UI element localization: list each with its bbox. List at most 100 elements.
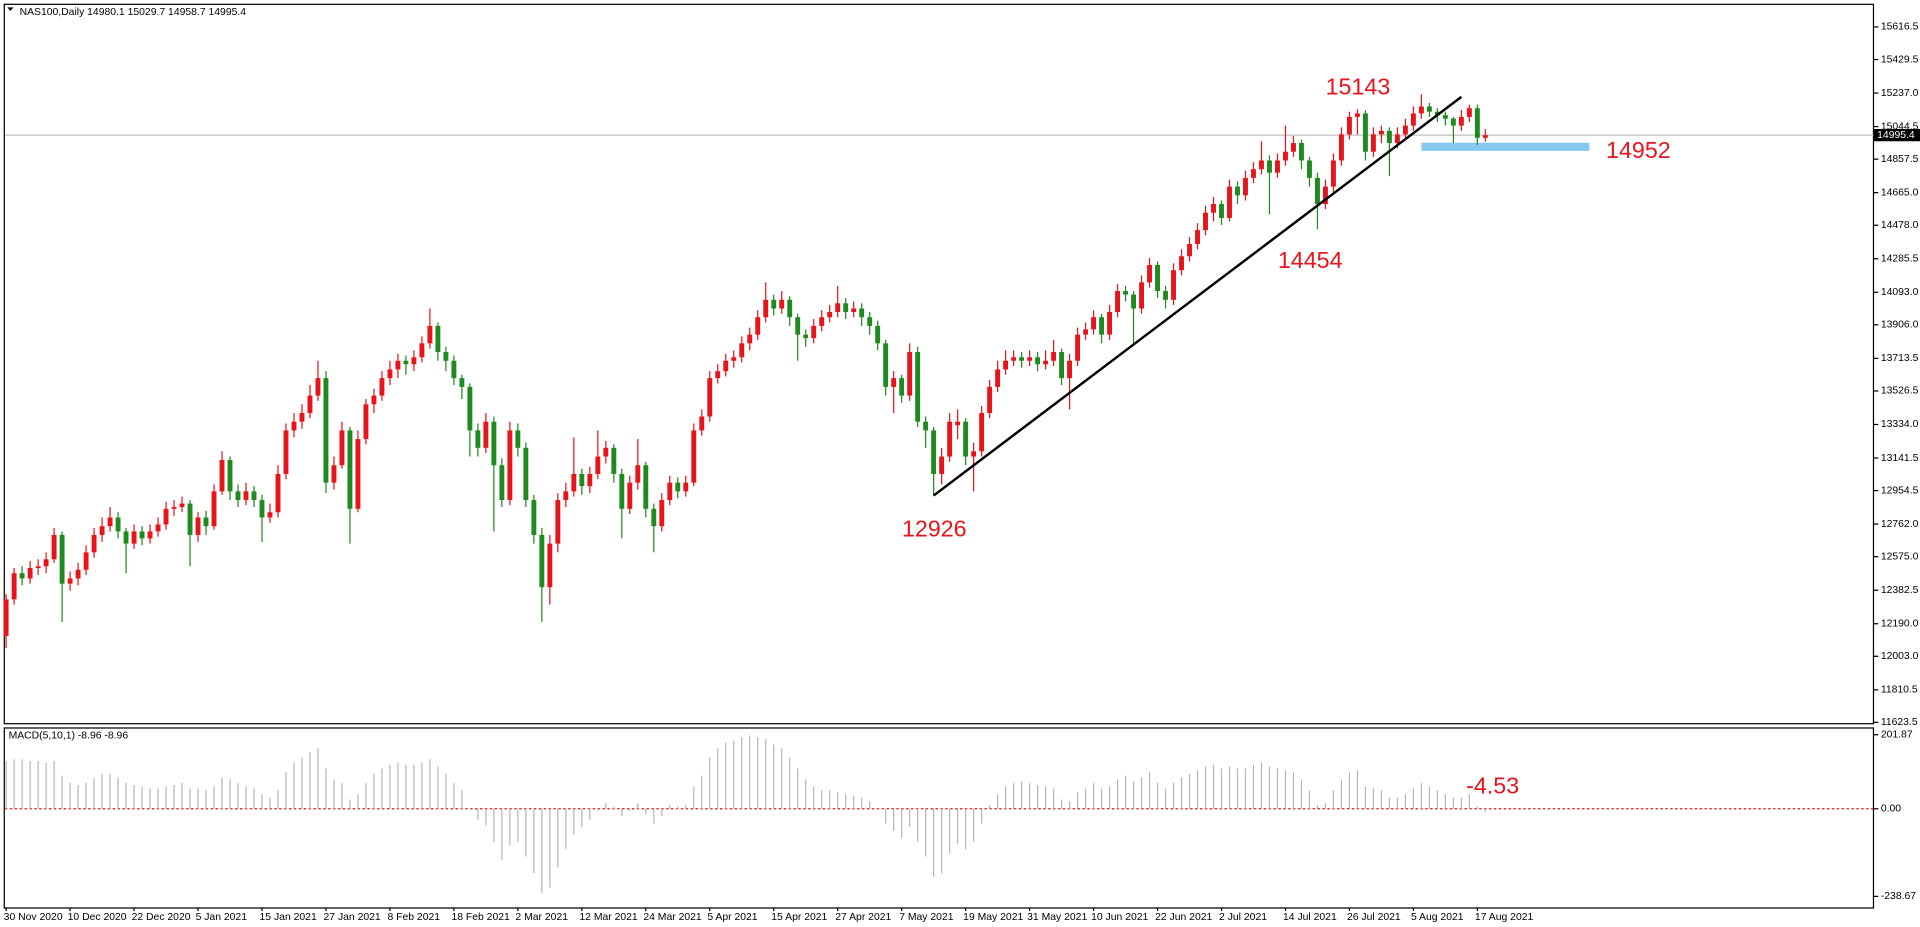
candle-body (1450, 118, 1456, 126)
candle-body (1323, 186, 1328, 204)
candle-body (907, 352, 913, 396)
candle-body (243, 491, 249, 501)
candle-body (1267, 160, 1272, 173)
candle-body (347, 430, 353, 509)
candle-body (475, 430, 481, 448)
x-tick-label: 10 Jun 2021 (1091, 912, 1148, 923)
annotation: 12926 (902, 515, 967, 541)
candle-body (1434, 111, 1440, 116)
y-tick-label: 15616.5 (1881, 22, 1919, 33)
x-tick-label: 12 Mar 2021 (579, 912, 638, 923)
candle-body (139, 531, 145, 539)
candle-body (1410, 113, 1416, 126)
candle-body (675, 482, 681, 492)
x-tick-label: 5 Jan 2021 (196, 912, 248, 923)
candle-body (403, 360, 409, 365)
x-tick-label: 15 Apr 2021 (771, 912, 827, 923)
y-tick-label: 13334.0 (1881, 419, 1919, 430)
candle-body (1474, 108, 1480, 138)
candle-body (779, 299, 785, 309)
y-tick-label: 13141.5 (1881, 453, 1919, 464)
candle-body (987, 386, 993, 413)
annotation: 15143 (1326, 73, 1391, 99)
candle-body (755, 317, 761, 335)
candle-body (555, 500, 561, 544)
candle-body (651, 508, 657, 527)
candle-body (859, 308, 865, 318)
indicator-tick-label: -238.67 (1881, 891, 1916, 902)
candle-body (1402, 125, 1408, 135)
y-tick-label: 14478.0 (1881, 220, 1919, 231)
candle-body (1442, 115, 1448, 119)
candle-body (659, 500, 665, 527)
candle-body (1075, 334, 1081, 361)
candle-body (155, 524, 161, 532)
candle-body (931, 430, 937, 474)
candle-body (507, 430, 513, 501)
candle-body (1346, 116, 1352, 135)
candle-body (547, 543, 553, 588)
candle-body (899, 378, 905, 396)
candle-body (171, 507, 177, 509)
candle-body (1307, 160, 1312, 178)
x-tick-label: 17 Aug 2021 (1475, 912, 1534, 923)
candle-body (1011, 357, 1017, 361)
candle-body (955, 421, 961, 426)
candle-body (731, 357, 737, 361)
candle-body (939, 456, 945, 474)
candle-body (291, 421, 297, 431)
candle-body (875, 325, 881, 344)
candle-body (811, 325, 817, 339)
candle-body (691, 430, 697, 483)
candle-body (467, 386, 473, 431)
candle-body (923, 421, 929, 431)
x-tick-label: 10 Dec 2020 (68, 912, 127, 923)
candle-body (1466, 108, 1472, 117)
candle-body (1019, 357, 1025, 361)
candle-body (11, 573, 17, 600)
candle-body (43, 559, 49, 567)
candle-body (1139, 282, 1144, 309)
candle-body (411, 357, 417, 365)
candle-body (595, 456, 601, 474)
candle-body (563, 491, 569, 501)
candle-body (1051, 352, 1057, 361)
candle-body (523, 447, 529, 501)
y-tick-label: 12190.0 (1881, 618, 1919, 629)
indicator-tick-label: 0.00 (1881, 804, 1901, 815)
candle-body (1067, 360, 1073, 379)
candle-body (1251, 169, 1256, 178)
candle-body (1259, 160, 1264, 170)
candle-body (267, 512, 273, 518)
y-tick-label: 14857.5 (1881, 154, 1919, 165)
x-tick-label: 19 May 2021 (963, 912, 1023, 923)
x-tick-label: 14 Jul 2021 (1283, 912, 1337, 923)
candle-body (1027, 357, 1033, 361)
candle-body (1123, 291, 1128, 295)
candle-body (443, 352, 449, 361)
candle-body (995, 369, 1001, 387)
y-tick-label: 12382.5 (1881, 585, 1919, 596)
candle-body (227, 460, 233, 492)
candle-body (1219, 203, 1224, 218)
candle-body (1155, 264, 1160, 292)
candle-body (131, 531, 137, 544)
candle-body (1354, 113, 1360, 117)
candle-body (643, 465, 649, 509)
last-price-box (1873, 129, 1920, 142)
candle-body (627, 482, 633, 509)
candle-body (915, 352, 921, 422)
candle-body (1458, 116, 1464, 126)
candle-body (379, 378, 385, 396)
candle-body (395, 360, 401, 370)
candle-body (771, 299, 777, 309)
candle-body (307, 395, 313, 413)
candle-body (1299, 143, 1304, 161)
y-tick-label: 14285.5 (1881, 254, 1919, 265)
x-tick-label: 26 Jul 2021 (1347, 912, 1401, 923)
candle-body (1211, 203, 1216, 213)
candle-body (283, 430, 289, 474)
annotation: 14454 (1278, 247, 1343, 273)
candle-body (259, 500, 265, 518)
